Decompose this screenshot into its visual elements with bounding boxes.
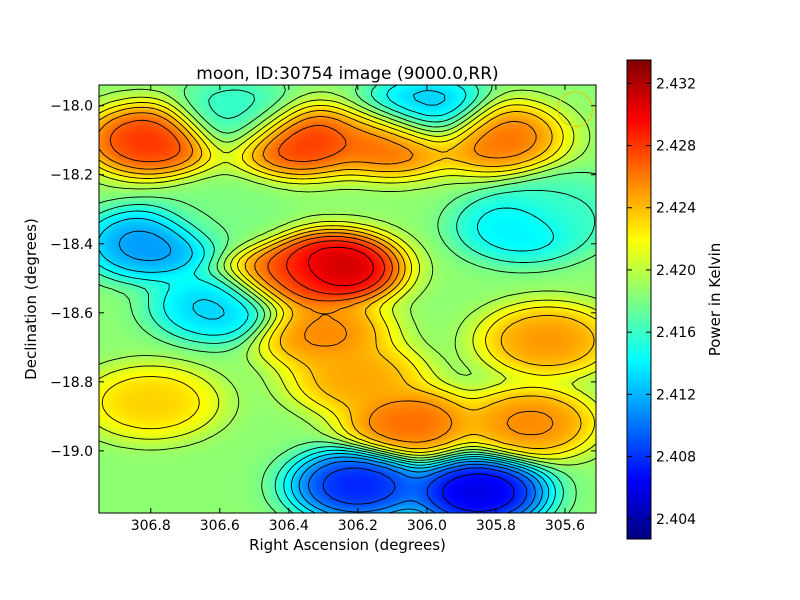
contour-line (99, 106, 595, 450)
y-axis-label: Declination (degrees) (22, 218, 40, 380)
x-tick-label: 306.2 (338, 518, 378, 534)
chart-title: moon, ID:30754 image (9000.0,RR) (196, 64, 498, 84)
colorbar-ticks: 2.404 2.408 2.412 2.416 2.420 2.424 2.428 2.432 (627, 76, 696, 528)
contour-line (99, 88, 596, 466)
beam-circle (557, 91, 594, 127)
data-point (409, 423, 410, 424)
y-axis: −18.0 −18.2 −18.4 −18.6 −18.8 −19.0 (50, 99, 596, 460)
y-tick-label: −18.6 (50, 306, 93, 322)
data-point (299, 140, 300, 141)
y-tick-label: −18.4 (50, 237, 93, 253)
data-point (523, 226, 524, 227)
data-point (288, 278, 289, 279)
data-point (150, 243, 151, 244)
contour-line (322, 467, 528, 513)
contour-line (99, 85, 596, 513)
contour-line (118, 230, 543, 513)
plot-area (98, 84, 597, 514)
data-point (392, 140, 393, 141)
contour-line (99, 96, 596, 460)
data-point (357, 485, 358, 486)
data-point (357, 378, 358, 379)
plot-frame (98, 84, 597, 514)
data-point (323, 333, 324, 334)
contour-line (442, 473, 515, 512)
colorbar-tick-label: 2.428 (656, 139, 696, 155)
data-point (150, 402, 151, 403)
data-point (564, 209, 565, 210)
x-tick-label: 306.8 (131, 518, 171, 534)
contour-line (308, 246, 374, 287)
colorbar: 2.404 2.408 2.412 2.416 2.420 2.424 2.428 2.432… (626, 59, 724, 540)
data-point (219, 305, 220, 306)
colorbar-tick-label: 2.416 (656, 325, 696, 341)
data-point (333, 267, 334, 268)
data-point (547, 340, 548, 341)
x-tick-label: 306.4 (269, 518, 309, 534)
contour-line (99, 90, 550, 513)
data-point (219, 216, 220, 217)
data-point (478, 492, 479, 493)
y-tick-label: −18.8 (50, 375, 93, 391)
y-tick-label: −18.2 (50, 168, 93, 184)
data-point (150, 140, 151, 141)
colorbar-tick-label: 2.404 (656, 512, 696, 528)
y-tick-label: −18.0 (50, 99, 93, 115)
x-tick-label: 306.0 (407, 518, 447, 534)
contour-line (99, 85, 596, 513)
colorbar-tick-label: 2.424 (656, 201, 696, 217)
x-tick-label: 305.6 (545, 518, 585, 534)
data-point (495, 136, 496, 137)
x-tick-label: 306.6 (200, 518, 240, 534)
y-tick-label: −19.0 (50, 444, 93, 460)
contour-line (99, 85, 556, 513)
colorbar-gradient (626, 59, 652, 540)
contour-line (286, 240, 385, 295)
contour-line (99, 112, 554, 443)
contour-line (308, 461, 536, 513)
contour-line (99, 102, 596, 455)
contour-lines (99, 85, 596, 513)
x-tick-label: 305.8 (476, 518, 516, 534)
colorbar-tick-label: 2.420 (656, 263, 696, 279)
colorbar-tick-label: 2.412 (656, 387, 696, 403)
colorbar-tick-label: 2.408 (656, 450, 696, 466)
contour-line (109, 119, 393, 302)
colorbar-label: Power in Kelvin (706, 243, 724, 357)
data-point (530, 423, 531, 424)
data-point (237, 116, 238, 117)
colorbar-tick-label: 2.432 (656, 76, 696, 92)
x-axis: 306.8 306.6 306.4 306.2 306.0 305.8 305.6 (131, 85, 585, 534)
x-axis-label: Right Ascension (degrees) (249, 536, 446, 554)
data-point (426, 112, 427, 113)
